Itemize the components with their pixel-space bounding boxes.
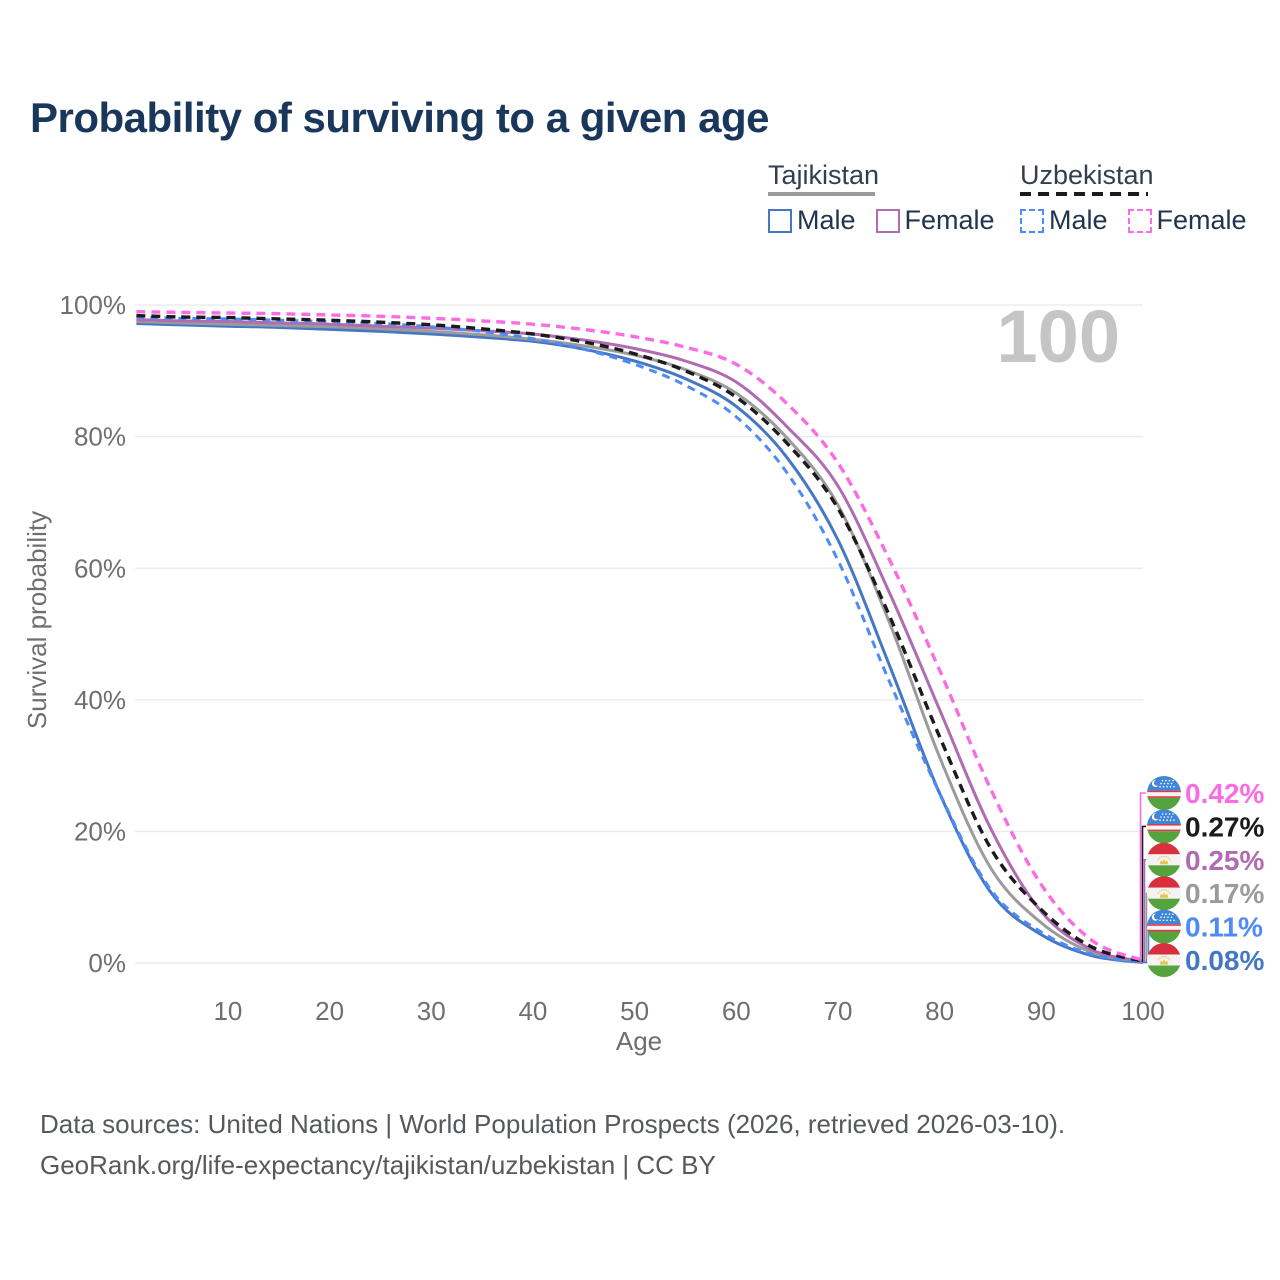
uzbekistan-line-style-swatch bbox=[1020, 192, 1148, 196]
x-axis-tick-label: 20 bbox=[315, 996, 344, 1026]
y-axis-tick-label: 20% bbox=[74, 816, 126, 846]
flag-tajikistan-icon bbox=[1147, 943, 1181, 977]
end-value-label: 0.08% bbox=[1185, 945, 1264, 976]
x-axis-tick-label: 10 bbox=[213, 996, 242, 1026]
end-value-label: 0.27% bbox=[1185, 811, 1264, 842]
series-lines bbox=[136, 310, 1144, 964]
x-axis-tick-label: 80 bbox=[925, 996, 954, 1026]
y-axis-tick-label: 40% bbox=[74, 685, 126, 715]
flag-uzbekistan-icon bbox=[1147, 809, 1181, 843]
flag-uzbekistan-icon bbox=[1147, 910, 1181, 944]
end-value-label: 0.25% bbox=[1185, 845, 1264, 876]
legend-item-label: Male bbox=[797, 205, 856, 235]
x-axis-tick-label: 60 bbox=[722, 996, 751, 1026]
legend-group-tajikistan: Tajikistan Male Female bbox=[768, 160, 1015, 236]
legend-item-tajikistan-male[interactable]: Male bbox=[768, 205, 856, 236]
chart-footer: Data sources: United Nations | World Pop… bbox=[40, 1104, 1065, 1186]
y-axis-tick-label: 0% bbox=[88, 948, 126, 978]
x-axis-tick-label: 100 bbox=[1121, 996, 1164, 1026]
y-axis-tick-label: 80% bbox=[74, 422, 126, 452]
x-axis-tick-label: 30 bbox=[417, 996, 446, 1026]
end-value-label: 0.42% bbox=[1185, 778, 1264, 809]
end-value-label: 0.17% bbox=[1185, 878, 1264, 909]
series-line-uzbekistan-both-sexes bbox=[136, 313, 1144, 963]
page-title: Probability of surviving to a given age bbox=[30, 94, 769, 141]
legend-item-label: Male bbox=[1049, 205, 1108, 235]
legend-group-uzbekistan: Uzbekistan Male Female bbox=[1020, 160, 1267, 236]
x-axis-tick-label: 40 bbox=[518, 996, 547, 1026]
uzbekistan-male-swatch[interactable] bbox=[1020, 208, 1044, 233]
end-label-connector bbox=[1141, 825, 1146, 962]
flag-uzbekistan-icon bbox=[1147, 776, 1181, 810]
axis-labels: 0% 20% 40% 60% 80% 100% 10 20 30 40 50 60 70 80 90 100 A… bbox=[22, 290, 1165, 1056]
tajikistan-line-style-swatch bbox=[768, 192, 875, 196]
x-axis-tick-label: 70 bbox=[824, 996, 853, 1026]
attribution-line: GeoRank.org/life-expectancy/tajikistan/u… bbox=[40, 1150, 716, 1180]
y-axis-tick-label: 100% bbox=[60, 290, 127, 320]
legend-item-uzbekistan-male[interactable]: Male bbox=[1020, 205, 1108, 236]
series-line-uzbekistan-male bbox=[136, 315, 1144, 964]
end-value-labels: 0.42%0.27%0.25%0.17%0.11%0.08% bbox=[1139, 776, 1264, 977]
uzbekistan-female-swatch[interactable] bbox=[1127, 208, 1152, 233]
end-label-connector bbox=[1143, 859, 1146, 963]
x-axis-tick-label: 90 bbox=[1027, 996, 1056, 1026]
tajikistan-female-swatch[interactable] bbox=[875, 208, 900, 233]
legend-country-label: Uzbekistan bbox=[1020, 160, 1154, 190]
y-axis-title: Survival probability bbox=[22, 511, 52, 729]
series-line-tajikistan-both-sexes bbox=[136, 320, 1144, 964]
y-axis-tick-label: 60% bbox=[74, 553, 126, 583]
x-axis-tick-label: 50 bbox=[620, 996, 649, 1026]
legend-country-label: Tajikistan bbox=[768, 160, 880, 190]
tajikistan-male-swatch[interactable] bbox=[768, 208, 792, 233]
survival-chart[interactable]: 0% 20% 40% 60% 80% 100% 10 20 30 40 50 60 70 80 90 100 A… bbox=[0, 280, 1280, 1070]
flag-tajikistan-icon bbox=[1147, 843, 1181, 877]
legend-item-uzbekistan-female[interactable]: Female bbox=[1127, 205, 1247, 236]
series-line-uzbekistan-female bbox=[136, 310, 1144, 962]
legend-item-tajikistan-female[interactable]: Female bbox=[875, 205, 995, 236]
data-sources-line: Data sources: United Nations | World Pop… bbox=[40, 1109, 1066, 1139]
hover-age-value: 100 bbox=[997, 295, 1120, 378]
flag-tajikistan-icon bbox=[1147, 876, 1181, 910]
gridlines bbox=[135, 304, 1143, 964]
plot-area[interactable] bbox=[135, 305, 1143, 963]
x-axis-title: Age bbox=[616, 1026, 662, 1056]
legend-item-label: Female bbox=[1156, 205, 1247, 235]
legend-item-label: Female bbox=[904, 205, 995, 235]
hover-age-watermark: 100 bbox=[997, 295, 1120, 378]
series-line-tajikistan-female bbox=[136, 318, 1144, 963]
end-value-label: 0.11% bbox=[1185, 912, 1263, 943]
